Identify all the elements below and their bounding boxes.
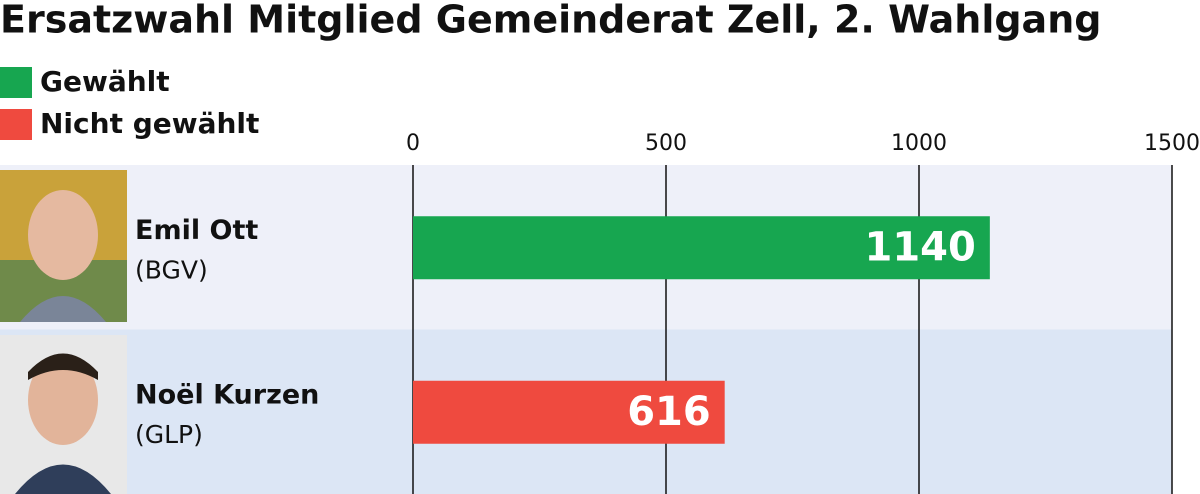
x-tick-label: 500	[645, 131, 687, 156]
party-label: (BGV)	[135, 255, 208, 284]
legend-swatch	[0, 109, 32, 140]
party-label: (GLP)	[135, 420, 203, 449]
category-label: Noël Kurzen	[135, 379, 319, 410]
legend-swatch	[0, 67, 32, 98]
bar	[413, 380, 725, 444]
x-tick-label: 1500	[1144, 131, 1200, 156]
photo	[0, 170, 127, 322]
x-tick-label: 1000	[891, 131, 947, 156]
value-label: 1140	[865, 224, 976, 270]
legend-label: Nicht gewählt	[40, 107, 259, 140]
value-label: 616	[627, 389, 711, 435]
bar	[413, 216, 990, 280]
chart-title: Ersatzwahl Mitglied Gemeinderat Zell, 2.…	[0, 0, 1101, 42]
legend-label: Gewählt	[40, 65, 170, 98]
x-tick-label: 0	[406, 131, 420, 156]
category-label: Emil Ott	[135, 215, 258, 246]
photo	[0, 335, 127, 494]
